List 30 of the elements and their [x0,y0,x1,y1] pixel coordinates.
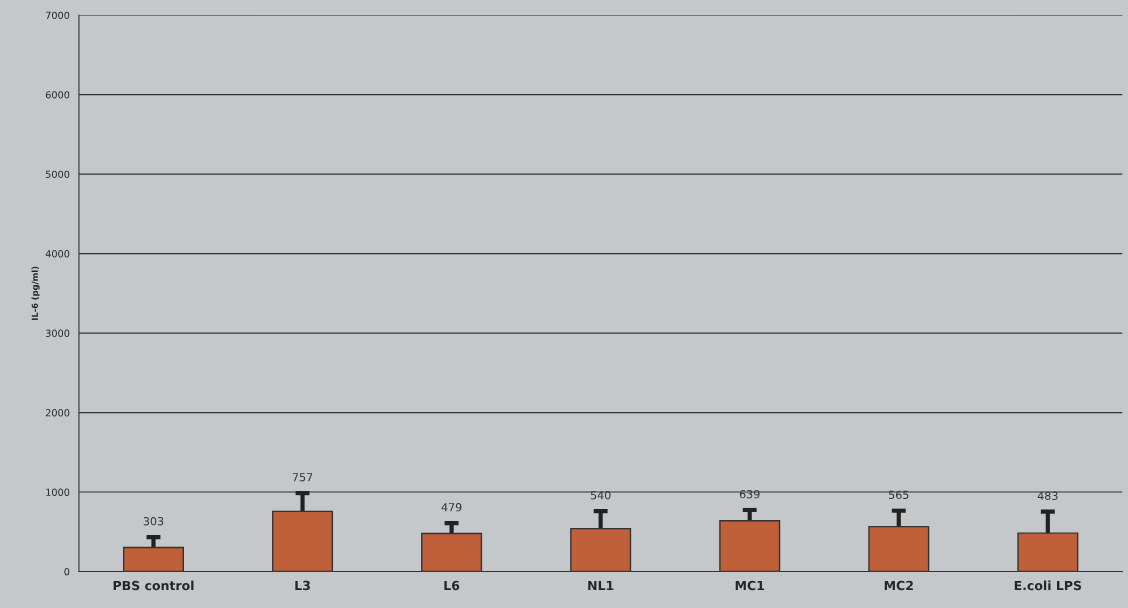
data-label: 479 [441,503,462,512]
y-tick-label: 2000 [45,409,70,417]
y-tick-label: 4000 [45,250,70,258]
y-tick-label: 3000 [45,329,70,337]
y-axis-title: IL-6 (pg/ml) [31,266,40,320]
x-tick-label: MC2 [884,580,913,591]
data-label: 639 [739,489,760,499]
x-tick-label: MC1 [735,580,765,591]
x-tick-label: NL1 [588,580,614,591]
bar [421,532,483,572]
x-tick-label: L6 [444,580,460,591]
data-label: 757 [292,473,313,482]
y-tick-label: 5000 [45,170,70,178]
data-label: 565 [889,490,909,500]
y-tick-label: 6000 [45,91,70,99]
x-tick-label: E.coli LPS [1014,580,1082,591]
data-label: 483 [1037,491,1058,500]
y-tick-label: 0 [64,568,70,576]
bar [719,520,781,572]
bar [868,525,930,572]
x-tick-label: PBS control [113,580,194,591]
y-tick-label: 7000 [45,11,70,20]
data-label: 540 [590,491,611,500]
bar [570,527,632,572]
x-tick-label: L3 [295,580,310,591]
bar [272,510,334,572]
y-tick-label: 1000 [46,488,70,496]
bar [1017,532,1079,572]
data-label: 303 [143,517,164,526]
bar [122,546,184,572]
